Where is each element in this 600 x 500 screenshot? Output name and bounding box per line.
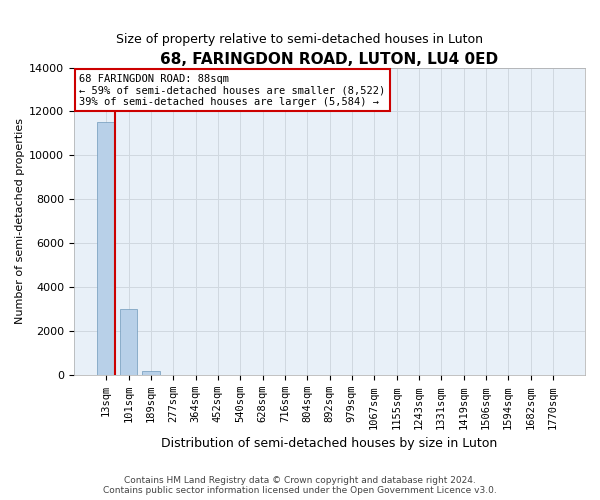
Title: 68, FARINGDON ROAD, LUTON, LU4 0ED: 68, FARINGDON ROAD, LUTON, LU4 0ED [160,52,499,68]
Text: Contains HM Land Registry data © Crown copyright and database right 2024.
Contai: Contains HM Land Registry data © Crown c… [103,476,497,495]
Bar [119,310,137,375]
Text: Size of property relative to semi-detached houses in Luton: Size of property relative to semi-detach… [116,32,484,46]
Bar [142,371,160,375]
Bar [97,122,115,375]
X-axis label: Distribution of semi-detached houses by size in Luton: Distribution of semi-detached houses by … [161,437,497,450]
Y-axis label: Number of semi-detached properties: Number of semi-detached properties [15,118,25,324]
Text: 68 FARINGDON ROAD: 88sqm
← 59% of semi-detached houses are smaller (8,522)
39% o: 68 FARINGDON ROAD: 88sqm ← 59% of semi-d… [79,74,385,107]
